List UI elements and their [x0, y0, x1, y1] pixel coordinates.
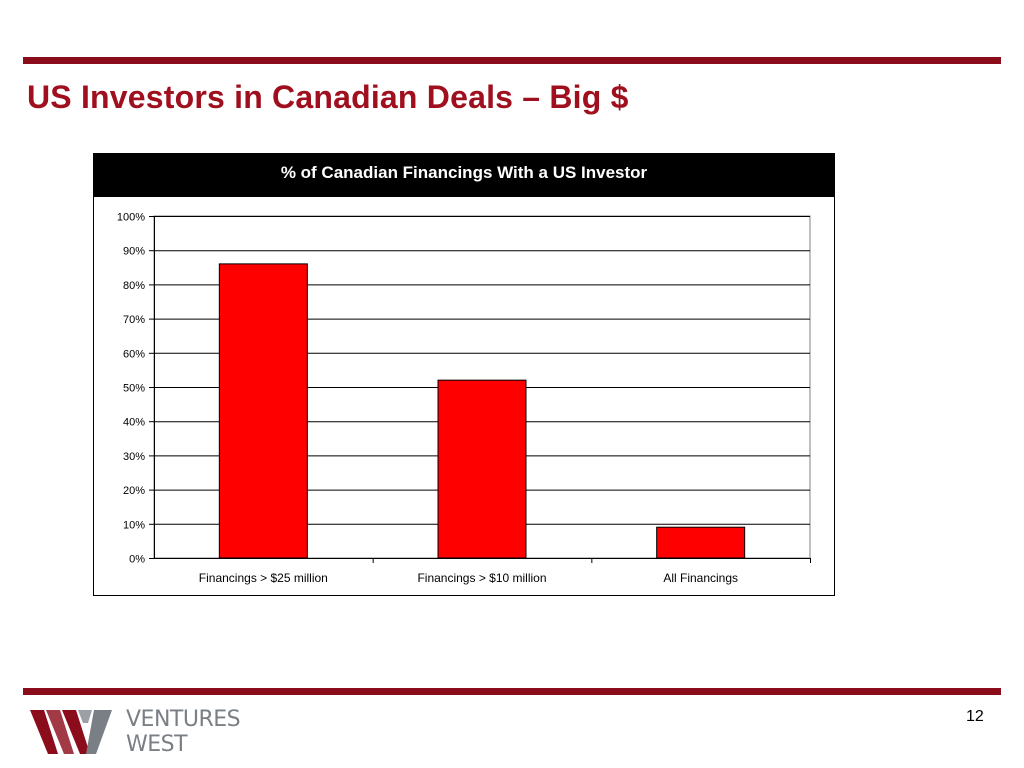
bar	[656, 526, 746, 559]
x-tick-label: Financings > $10 million	[417, 571, 546, 585]
top-divider	[23, 57, 1001, 64]
logo-mark-icon	[30, 710, 112, 754]
y-tick-label: 100%	[117, 212, 145, 224]
bar-chart: 0% 10% 20% 30% 40% 50% 60% 70% 80% 90% 100% Financi…	[117, 212, 811, 585]
y-tick-label: 30%	[123, 451, 145, 463]
x-tick-label: Financings > $25 million	[199, 571, 328, 585]
bar	[218, 263, 308, 559]
chart-frame: % of Canadian Financings With a US Inves…	[93, 153, 835, 596]
logo-text-line-1: VENTURES	[126, 707, 241, 732]
y-tick-label: 60%	[123, 348, 145, 360]
x-tick-label: All Financings	[663, 571, 738, 585]
y-tick-label: 50%	[123, 383, 145, 395]
logo-text-line-2: WEST	[126, 732, 188, 757]
y-tick-label: 70%	[123, 314, 145, 326]
page-number: 12	[966, 708, 984, 725]
y-tick-label: 90%	[123, 246, 145, 258]
y-tick-label: 40%	[123, 417, 145, 429]
chart-title: % of Canadian Financings With a US Inves…	[94, 154, 834, 197]
y-tick-label: 10%	[123, 519, 145, 531]
bottom-divider	[23, 688, 1001, 695]
bar	[437, 379, 527, 559]
slide-title: US Investors in Canadian Deals – Big $	[27, 79, 629, 115]
y-tick-label: 80%	[123, 280, 145, 292]
y-tick-label: 20%	[123, 485, 145, 497]
y-tick-label: 0%	[129, 554, 145, 566]
